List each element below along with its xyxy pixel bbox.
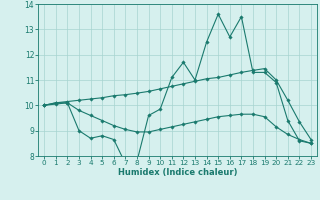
X-axis label: Humidex (Indice chaleur): Humidex (Indice chaleur) [118,168,237,177]
